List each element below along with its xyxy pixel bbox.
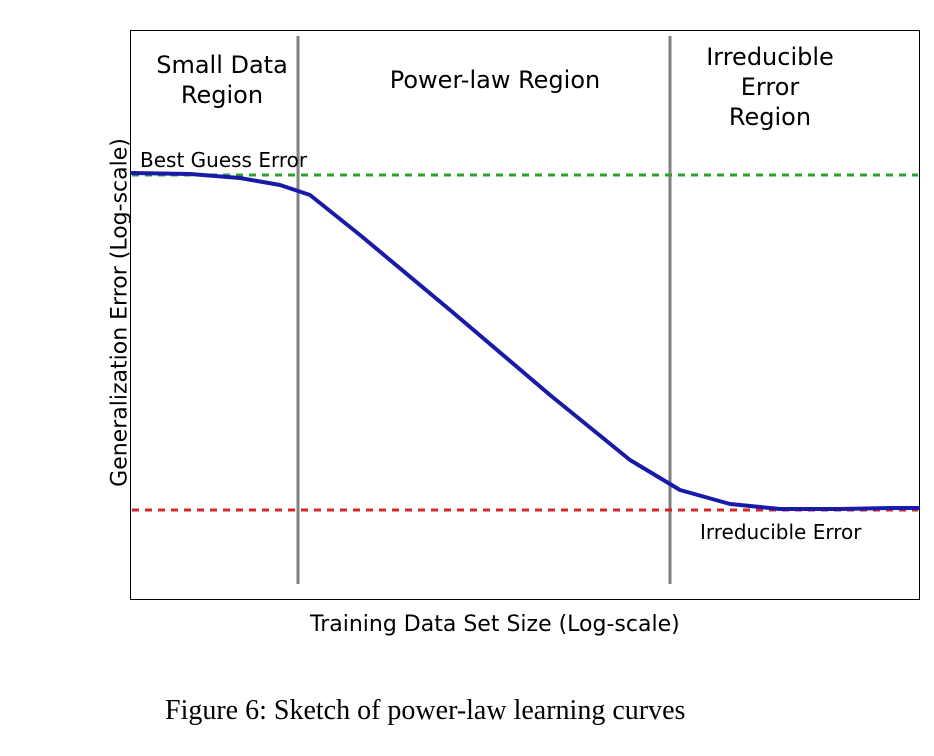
figure-container: Generalization Error (Log-scale) Trainin…	[50, 20, 920, 640]
annotation-label: Best Guess Error	[140, 148, 307, 172]
horizontal-reference-lines	[132, 175, 918, 510]
learning-curve	[132, 173, 918, 509]
region-label: Power-law Region	[355, 65, 635, 95]
figure-caption: Figure 6: Sketch of power-law learning c…	[165, 695, 685, 727]
annotation-label: Irreducible Error	[700, 520, 861, 544]
learning-curve-polyline	[132, 173, 918, 509]
region-label: IrreducibleErrorRegion	[690, 42, 850, 132]
region-dividers	[298, 36, 670, 584]
region-label: Small DataRegion	[142, 50, 302, 110]
